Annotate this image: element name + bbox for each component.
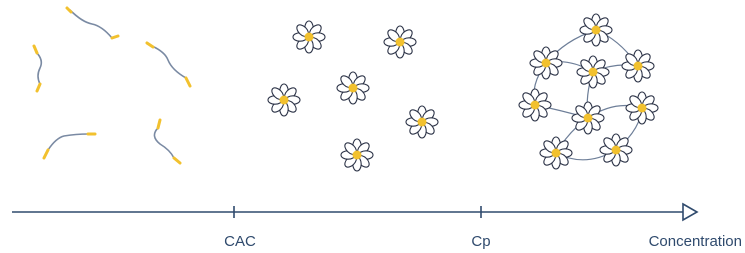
micelle-network: [519, 14, 658, 169]
micelles: [268, 21, 438, 171]
axis-arrow: [683, 204, 697, 220]
diagram: CAC Cp Concentration: [0, 0, 745, 253]
tick-label: CAC: [224, 233, 256, 250]
axis: [12, 204, 697, 220]
axis-title: Concentration: [649, 233, 742, 250]
tick-label: Cp: [471, 233, 490, 250]
free-chains: [34, 8, 190, 163]
